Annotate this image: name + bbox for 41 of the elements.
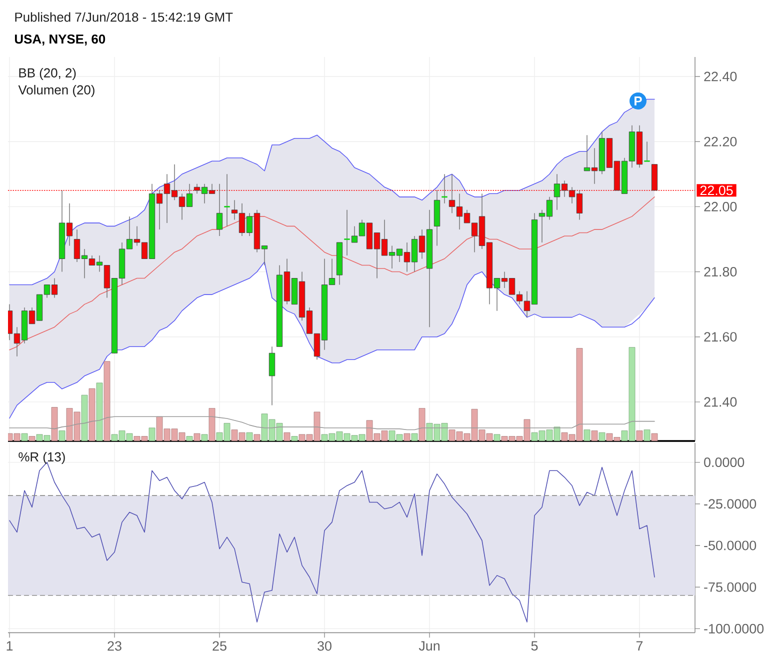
y-tick-label: 21.80 — [704, 267, 737, 277]
bar — [201, 434, 208, 441]
x-tick-label: 23 — [108, 641, 122, 651]
bar — [96, 382, 103, 441]
y-tick-label: 22.20 — [704, 136, 737, 146]
annotation: P — [634, 96, 642, 106]
candlestick — [643, 141, 651, 162]
y-tick-label: -75.0000 — [704, 582, 756, 592]
y-tick-label: -100.0000 — [704, 624, 764, 634]
x-tick-label: 5 — [531, 641, 538, 651]
bar — [651, 433, 658, 441]
bar — [411, 433, 418, 441]
candlestick — [440, 174, 448, 204]
y-tick-label: 21.60 — [704, 332, 737, 342]
candlestick — [216, 184, 223, 236]
chart-title: USA, NYSE, 60 — [14, 34, 106, 46]
bar — [51, 407, 58, 441]
candlestick — [223, 174, 231, 227]
x-tick-label: 25 — [212, 641, 226, 651]
bar — [291, 436, 298, 441]
y-tick-label: 0.0000 — [704, 458, 744, 468]
bar — [186, 436, 193, 441]
y-tick-label: 22.40 — [704, 72, 737, 82]
annotation: Volumen (20) — [18, 84, 94, 98]
candlestick — [268, 346, 276, 406]
y-tick-label: -25.0000 — [704, 499, 756, 509]
y-tick-label: 21.40 — [704, 397, 737, 407]
x-tick-label: Jun — [418, 641, 440, 651]
x-tick-label: 7 — [636, 641, 643, 650]
bar — [591, 430, 598, 441]
bar — [246, 432, 253, 441]
annotation: %R (13) — [18, 452, 65, 464]
text: Published 7/Jun/2018 - 15:42:19 GMT — [15, 12, 233, 22]
bar — [636, 430, 643, 441]
x-tick-label: 30 — [318, 641, 332, 651]
annotation: BB (20, 2) — [19, 68, 76, 80]
ref-line-label: 22.05 — [700, 186, 733, 196]
bar — [21, 433, 28, 441]
y-tick-label: 22.00 — [704, 202, 737, 212]
x-tick-label: 1 — [6, 641, 13, 650]
y-tick-label: -50.0000 — [704, 540, 756, 550]
